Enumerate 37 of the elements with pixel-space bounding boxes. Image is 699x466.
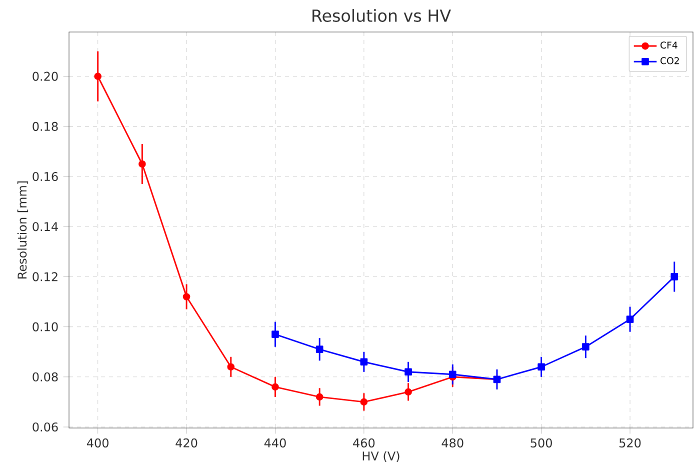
point [448, 370, 456, 378]
y-tick-label: 0.16 [32, 172, 58, 181]
chart-title: Resolution vs HV [312, 8, 451, 22]
point [360, 398, 368, 406]
y-axis-title: Resolution [mm] [17, 181, 28, 278]
x-tick-label: 460 [353, 438, 375, 448]
legend-label: CO2 [660, 56, 679, 64]
point [404, 368, 412, 376]
y-tick-label: 0.18 [32, 122, 58, 131]
point [316, 393, 324, 400]
y-tick-label: 0.12 [32, 272, 58, 282]
point [227, 363, 235, 370]
point [316, 345, 324, 353]
x-tick-label: 440 [264, 438, 286, 448]
y-tick-label: 0.10 [32, 322, 58, 332]
point [360, 358, 368, 366]
y-tick-label: 0.20 [32, 72, 58, 81]
point [182, 292, 190, 300]
x-tick-label: 480 [442, 438, 464, 448]
x-tick-label: 400 [86, 438, 108, 448]
point [138, 160, 146, 168]
point [582, 342, 590, 350]
y-tick-label: 0.08 [32, 372, 58, 382]
point [670, 272, 678, 280]
y-tick-label: 0.14 [32, 222, 58, 231]
x-tick-label: 420 [176, 438, 198, 448]
point [538, 363, 545, 370]
y-tick-label: 0.06 [32, 422, 58, 432]
point [94, 72, 102, 80]
point [404, 388, 412, 396]
point [626, 315, 634, 323]
legend-label: CF4 [660, 41, 678, 48]
point [272, 383, 279, 390]
x-axis-title: HV (V) [362, 451, 400, 462]
x-tick-label: 520 [619, 438, 641, 448]
x-tick-label: 500 [530, 438, 552, 448]
point [272, 330, 279, 338]
